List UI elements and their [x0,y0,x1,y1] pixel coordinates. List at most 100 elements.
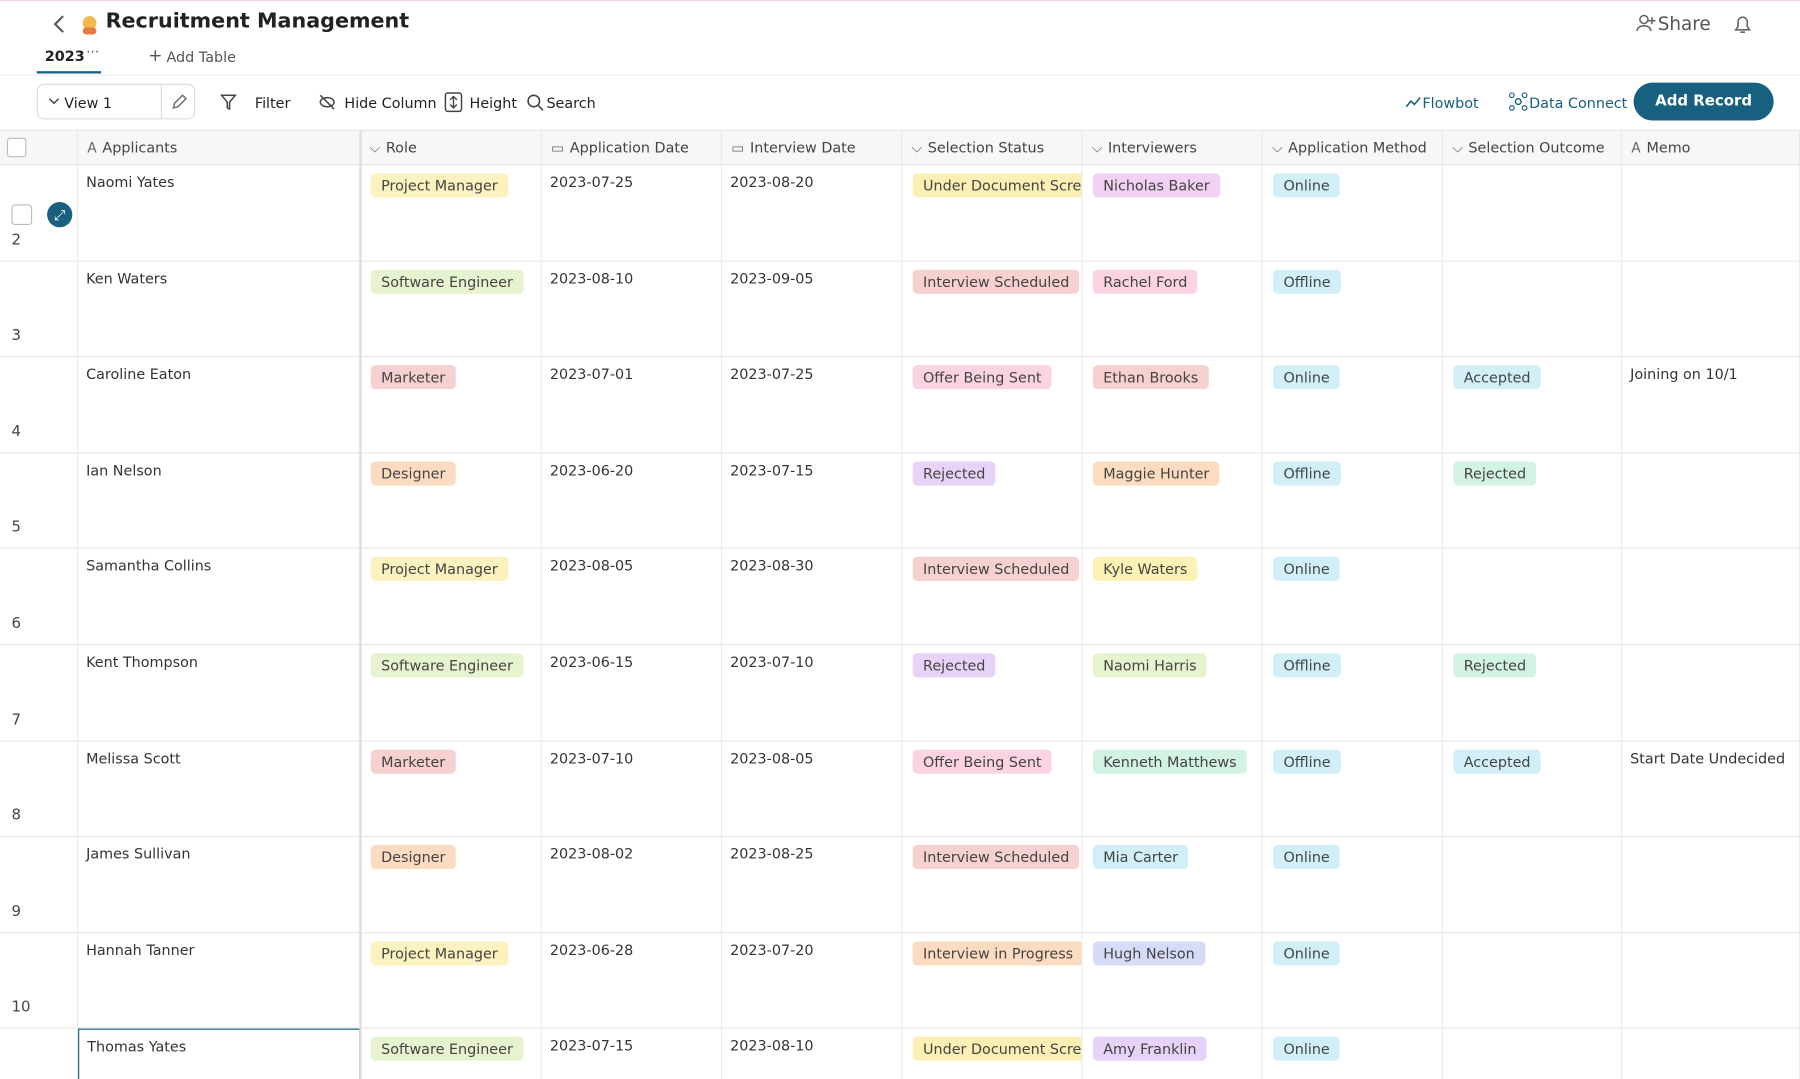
table-cell[interactable]: 2023-08-05 [722,741,903,838]
table-tab[interactable]: 2023 [44,47,85,65]
table-cell[interactable]: Samantha Collins [78,549,361,646]
notification-icon[interactable] [1731,13,1754,36]
column-header[interactable]: ⌵ Application Method [1262,130,1444,166]
view-name[interactable]: View 1 [64,94,113,112]
table-cell[interactable]: 2023-08-20 [722,165,903,262]
table-cell[interactable] [1622,645,1800,742]
table-cell[interactable]: 2023-08-02 [541,837,723,934]
back-icon[interactable] [51,13,69,36]
table-cell[interactable]: Rejected [902,645,1083,742]
table-cell[interactable]: Ken Waters [78,261,361,358]
table-cell[interactable]: Rejected [1443,645,1623,742]
edit-icon[interactable] [170,93,188,111]
table-cell[interactable] [1622,933,1800,1030]
table-cell[interactable]: 2023-06-20 [541,453,723,550]
table-cell[interactable]: Project Manager [360,933,542,1030]
column-header[interactable]: A Memo [1622,130,1800,166]
tab-menu[interactable]: ··· [86,43,100,60]
add-table[interactable]: Add Table [166,48,236,66]
table-cell[interactable]: Online [1262,165,1444,262]
column-header[interactable]: ⌵ Interviewers [1082,130,1263,166]
column-header[interactable]: A Applicants [78,130,361,166]
table-cell[interactable]: 2023-07-25 [541,165,723,262]
table-cell[interactable]: Online [1262,549,1444,646]
table-cell[interactable]: Ian Nelson [78,453,361,550]
table-cell[interactable] [1443,165,1623,262]
table-cell[interactable]: Designer [360,837,542,934]
table-cell[interactable]: 2023-07-15 [542,1029,723,1079]
table-cell[interactable]: 2023-07-10 [541,741,723,838]
table-cell[interactable]: 2023-07-15 [722,453,903,550]
table-cell[interactable]: 2023-08-30 [722,549,903,646]
table-cell[interactable]: Maggie Hunter [1082,453,1263,550]
table-cell[interactable]: Hugh Nelson [1082,933,1263,1030]
table-cell[interactable]: 2023-08-10 [541,261,723,358]
table-cell[interactable] [1622,165,1800,262]
table-cell[interactable]: Hannah Tanner [78,933,361,1030]
table-cell[interactable]: Online [1263,1029,1444,1079]
table-cell[interactable] [1622,837,1800,934]
table-cell[interactable]: Interview Scheduled [902,549,1083,646]
table-cell[interactable]: Start Date Undecided [1622,741,1800,838]
column-header[interactable]: ▭ Interview Date [722,130,903,166]
table-cell[interactable]: Offline [1262,645,1444,742]
table-cell[interactable]: Under Document Screening [902,165,1083,262]
table-cell[interactable]: 2023-08-05 [541,549,723,646]
row-checkbox[interactable] [11,204,33,226]
table-cell[interactable]: Online [1262,837,1444,934]
hide-column-button[interactable]: Hide Column [344,94,437,112]
column-header[interactable]: ⌵ Role [360,130,542,166]
table-cell[interactable]: James Sullivan [78,837,361,934]
table-cell[interactable]: Rejected [902,453,1083,550]
table-cell[interactable]: Online [1262,357,1444,454]
table-cell[interactable]: Offline [1262,261,1444,358]
table-cell[interactable]: Offer Being Sent [902,741,1083,838]
table-cell[interactable] [1443,837,1623,934]
table-cell[interactable]: 2023-09-05 [722,261,903,358]
table-cell[interactable]: Project Manager [360,165,542,262]
table-cell[interactable]: 2023-08-10 [722,1029,903,1079]
table-cell[interactable]: Offer Being Sent [902,357,1083,454]
table-cell[interactable]: Designer [360,453,542,550]
table-cell[interactable] [1622,1029,1800,1079]
table-cell[interactable]: Rejected [1443,453,1623,550]
table-cell[interactable]: 2023-07-01 [541,357,723,454]
table-cell[interactable]: Ethan Brooks [1082,357,1263,454]
table-cell[interactable]: Online [1262,933,1444,1030]
table-cell[interactable]: Interview Scheduled [902,837,1083,934]
table-cell[interactable]: Kenneth Matthews [1082,741,1263,838]
table-cell[interactable]: 2023-07-10 [722,645,903,742]
table-cell[interactable] [1443,261,1623,358]
table-cell[interactable]: Marketer [360,741,542,838]
table-cell[interactable]: Kent Thompson [78,645,361,742]
table-cell[interactable]: Under Document Screening [902,1029,1083,1079]
table-cell[interactable] [1443,549,1623,646]
table-cell[interactable]: Offline [1262,453,1444,550]
table-cell[interactable]: Accepted [1443,357,1623,454]
table-cell[interactable]: Naomi Harris [1082,645,1263,742]
table-cell[interactable]: Rachel Ford [1082,261,1263,358]
view-selector[interactable] [36,83,196,120]
table-cell[interactable]: Interview Scheduled [902,261,1083,358]
table-cell[interactable] [1622,549,1800,646]
table-cell[interactable]: Kyle Waters [1082,549,1263,646]
expand-record-button[interactable]: ⤢ [47,202,73,228]
column-header[interactable]: ⌵ Selection Status [902,130,1083,166]
flowbot-button[interactable]: Flowbot [1422,94,1479,112]
data-connect-button[interactable]: Data Connect [1529,94,1628,112]
table-cell[interactable] [1622,261,1800,358]
select-all-checkbox[interactable] [6,137,27,158]
table-cell[interactable]: 2023-08-25 [722,837,903,934]
share-button[interactable]: Share [1657,12,1711,35]
filter-button[interactable]: Filter [254,94,291,112]
table-cell[interactable]: Project Manager [360,549,542,646]
table-cell[interactable]: Interview in Progress [902,933,1083,1030]
table-cell[interactable] [1443,933,1623,1030]
search-button[interactable]: Search [546,94,596,112]
column-header[interactable]: ▭ Application Date [541,130,723,166]
table-cell[interactable]: Marketer [360,357,542,454]
table-cell[interactable]: Naomi Yates [78,165,361,262]
table-cell[interactable]: Thomas Yates [78,1029,361,1079]
table-cell[interactable]: 2023-07-20 [722,933,903,1030]
table-cell[interactable]: Nicholas Baker [1082,165,1263,262]
